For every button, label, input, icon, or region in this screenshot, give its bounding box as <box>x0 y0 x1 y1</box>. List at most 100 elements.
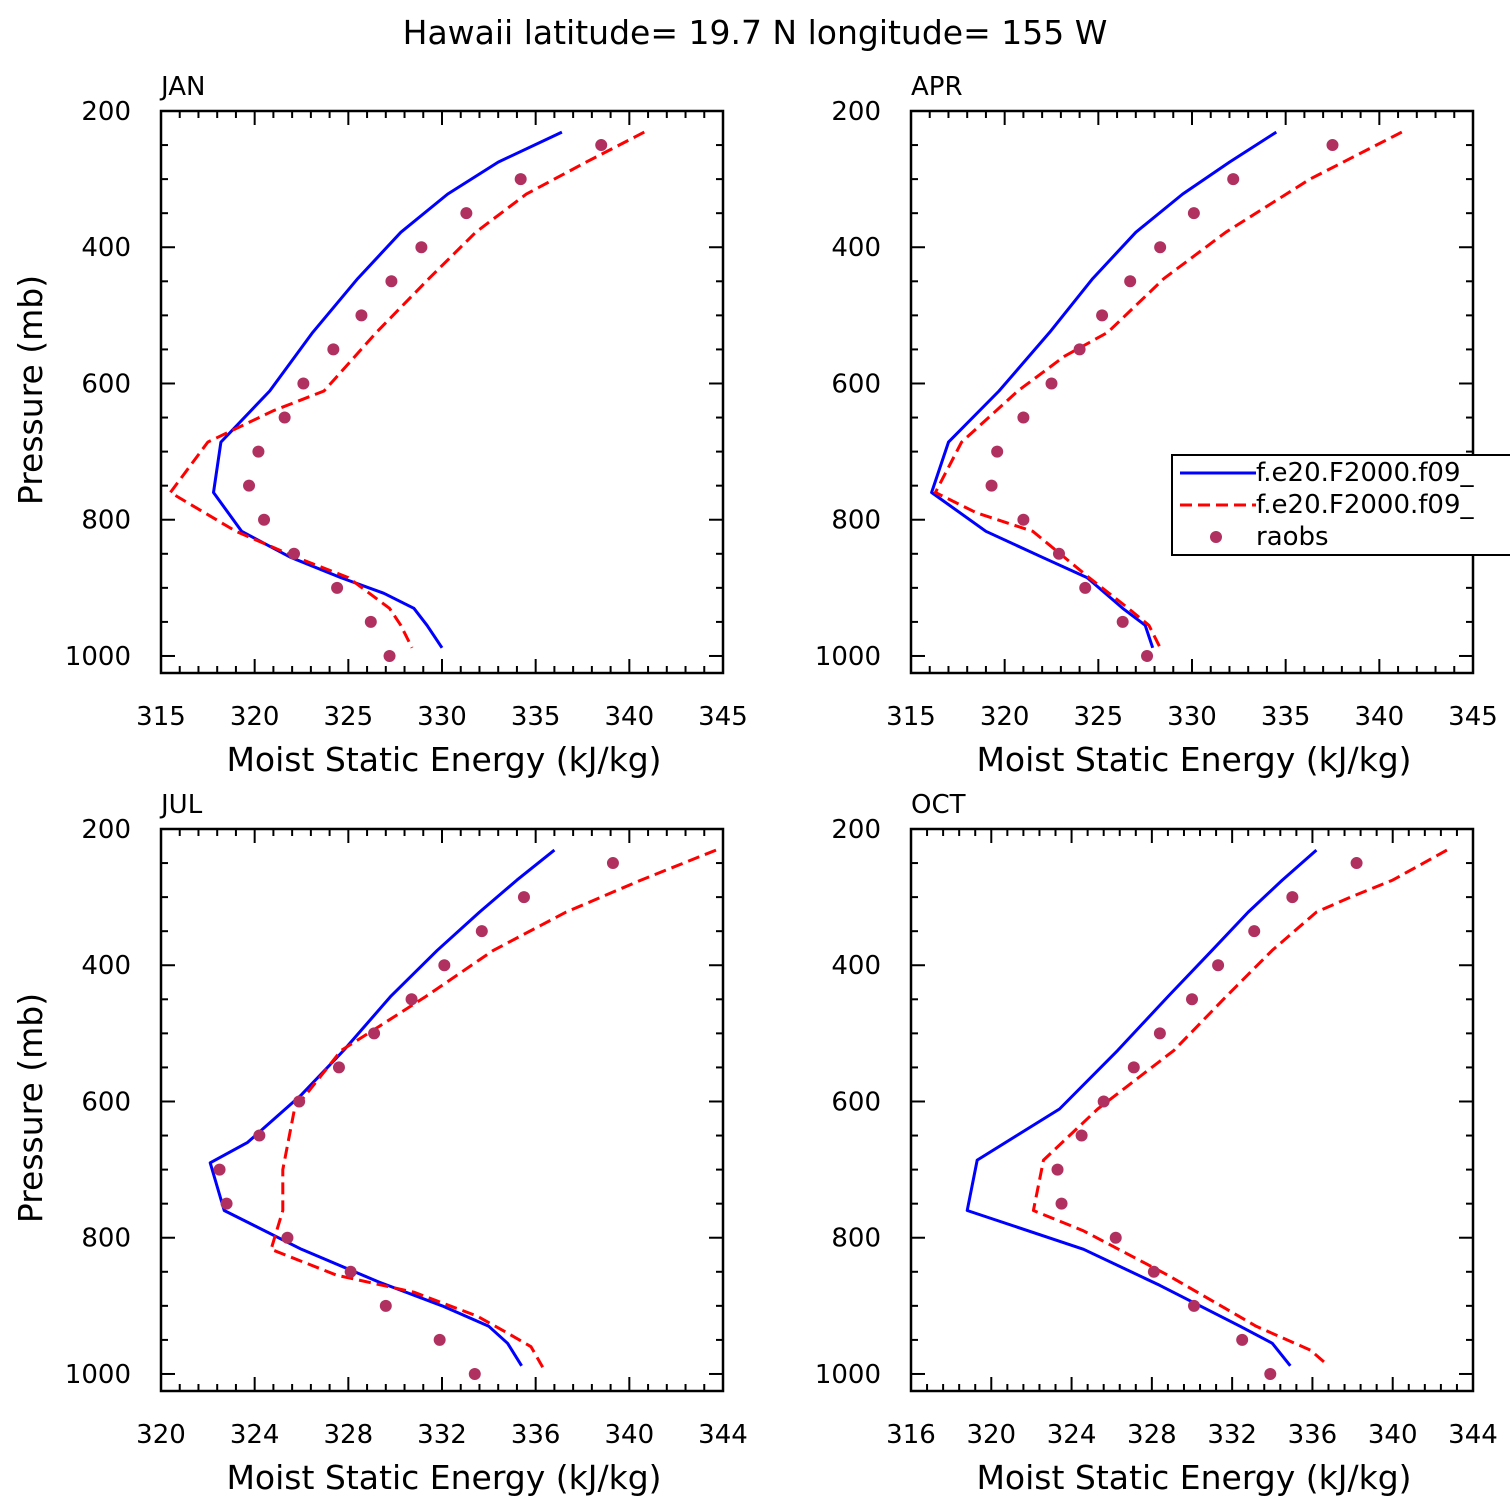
x-tick-label: 332 <box>1207 1420 1257 1450</box>
raobs-point <box>1109 1231 1122 1244</box>
y-tick-label: 200 <box>81 97 131 127</box>
y-tick-label: 600 <box>831 369 881 399</box>
raobs-point <box>405 993 418 1006</box>
x-tick-label: 315 <box>886 702 936 732</box>
legend: f.e20.F2000.f09_ f.e20.F2000.f09_ raobs <box>1171 454 1510 556</box>
raobs-point <box>514 173 527 186</box>
x-tick-label: 335 <box>511 702 561 732</box>
raobs-point <box>213 1163 226 1176</box>
x-tick-label: 336 <box>1288 1420 1338 1450</box>
raobs-point <box>1055 1197 1068 1210</box>
panel-title: OCT <box>911 790 966 820</box>
raobs-point <box>1075 1129 1088 1142</box>
x-tick-label: 320 <box>136 1420 186 1450</box>
raobs-point <box>1186 993 1198 1006</box>
figure-title: Hawaii latitude= 19.7 N longitude= 155 W <box>403 13 1108 52</box>
raobs-point <box>517 891 530 904</box>
panel-apr: 315 320 325 330 335 340 345 200 400 600 800 1000 APR… <box>815 72 1498 779</box>
raobs-point <box>331 581 344 594</box>
y-tick-label: 200 <box>831 815 881 845</box>
raobs-point <box>1017 513 1030 526</box>
x-tick-label: 325 <box>324 702 374 732</box>
y-tick-label: 1000 <box>815 642 881 672</box>
legend-swatch-raobs <box>1210 531 1222 543</box>
raobs-point <box>1127 1061 1140 1074</box>
y-tick-label: 400 <box>81 951 131 981</box>
raobs-point <box>595 139 608 152</box>
panel-title: APR <box>911 72 963 102</box>
raobs-point <box>344 1265 357 1278</box>
y-tick-label: 800 <box>81 506 131 536</box>
y-tick-label: 800 <box>831 506 881 536</box>
raobs-point <box>460 207 473 220</box>
model2-line <box>1031 848 1448 1367</box>
y-tick-label: 400 <box>81 233 131 263</box>
raobs-point <box>1051 1163 1064 1176</box>
raobs-point <box>368 1027 381 1040</box>
x-tick-label: 324 <box>1047 1420 1097 1450</box>
legend-label-model2: f.e20.F2000.f09_ <box>1256 490 1474 520</box>
model1-line <box>212 130 563 649</box>
raobs-point <box>1188 1299 1201 1312</box>
x-tick-label: 324 <box>230 1420 280 1450</box>
raobs-point <box>1116 615 1129 628</box>
x-tick-label: 320 <box>966 1420 1016 1450</box>
x-tick-label: 345 <box>698 702 748 732</box>
raobs-point <box>1248 925 1261 938</box>
panel-title: JAN <box>159 72 205 102</box>
raobs-point <box>1073 343 1086 356</box>
model1-line <box>965 848 1318 1367</box>
raobs-point <box>243 479 256 492</box>
raobs-point <box>1052 547 1065 560</box>
raobs-point <box>991 445 1004 458</box>
x-tick-label: 315 <box>136 702 186 732</box>
y-tick-label: 600 <box>81 1087 131 1117</box>
x-tick-label: 340 <box>1368 1420 1418 1450</box>
x-tick-label: 336 <box>511 1420 561 1450</box>
y-tick-label: 600 <box>81 369 131 399</box>
raobs-point <box>258 513 271 526</box>
panel-oct: 316 320 324 328 332 336 340 344 200 400 600 800 1000… <box>815 790 1498 1497</box>
x-tick-label: 340 <box>605 702 655 732</box>
y-tick-label: 1000 <box>65 1360 131 1390</box>
x-tick-label: 344 <box>1448 1420 1498 1450</box>
raobs-point <box>1286 891 1299 904</box>
x-tick-label: 316 <box>886 1420 936 1450</box>
y-tick-label: 1000 <box>65 642 131 672</box>
raobs-point <box>606 857 619 870</box>
x-tick-label: 344 <box>698 1420 748 1450</box>
raobs-point <box>1326 139 1339 152</box>
model1-line <box>208 848 556 1367</box>
x-tick-label: 328 <box>1127 1420 1177 1450</box>
y-tick-label: 400 <box>831 233 881 263</box>
raobs-point <box>468 1367 481 1380</box>
raobs-point <box>220 1197 233 1210</box>
model2-line <box>269 848 717 1368</box>
model1-line <box>930 130 1278 649</box>
plot-frame <box>909 109 1475 675</box>
raobs-point <box>327 343 340 356</box>
x-axis-label: Moist Static Energy (kJ/kg) <box>976 740 1411 779</box>
raobs-point <box>1264 1367 1277 1380</box>
x-tick-label: 340 <box>605 1420 655 1450</box>
raobs-point <box>1154 241 1167 254</box>
raobs-point <box>1141 649 1154 662</box>
raobs-point <box>1153 1027 1166 1040</box>
panel-jul: 320 324 328 332 336 340 344 200 400 600 800 1000 JUL… <box>11 790 748 1497</box>
raobs-point <box>288 547 301 560</box>
raobs-point <box>438 959 451 972</box>
raobs-point <box>1236 1333 1249 1346</box>
plot-frame <box>159 109 725 675</box>
x-axis-label: Moist Static Energy (kJ/kg) <box>226 1458 661 1497</box>
y-axis-label: Pressure (mb) <box>11 275 50 505</box>
raobs-point <box>281 1231 294 1244</box>
y-tick-label: 1000 <box>815 1360 881 1390</box>
y-tick-label: 200 <box>831 97 881 127</box>
y-tick-label: 800 <box>81 1224 131 1254</box>
raobs-point <box>252 445 265 458</box>
raobs-point <box>1227 173 1240 186</box>
panel-jan: 315 320 325 330 335 340 345 200 400 600 800 1000 JAN… <box>11 72 748 779</box>
raobs-point <box>253 1129 266 1142</box>
raobs-point <box>415 241 428 254</box>
